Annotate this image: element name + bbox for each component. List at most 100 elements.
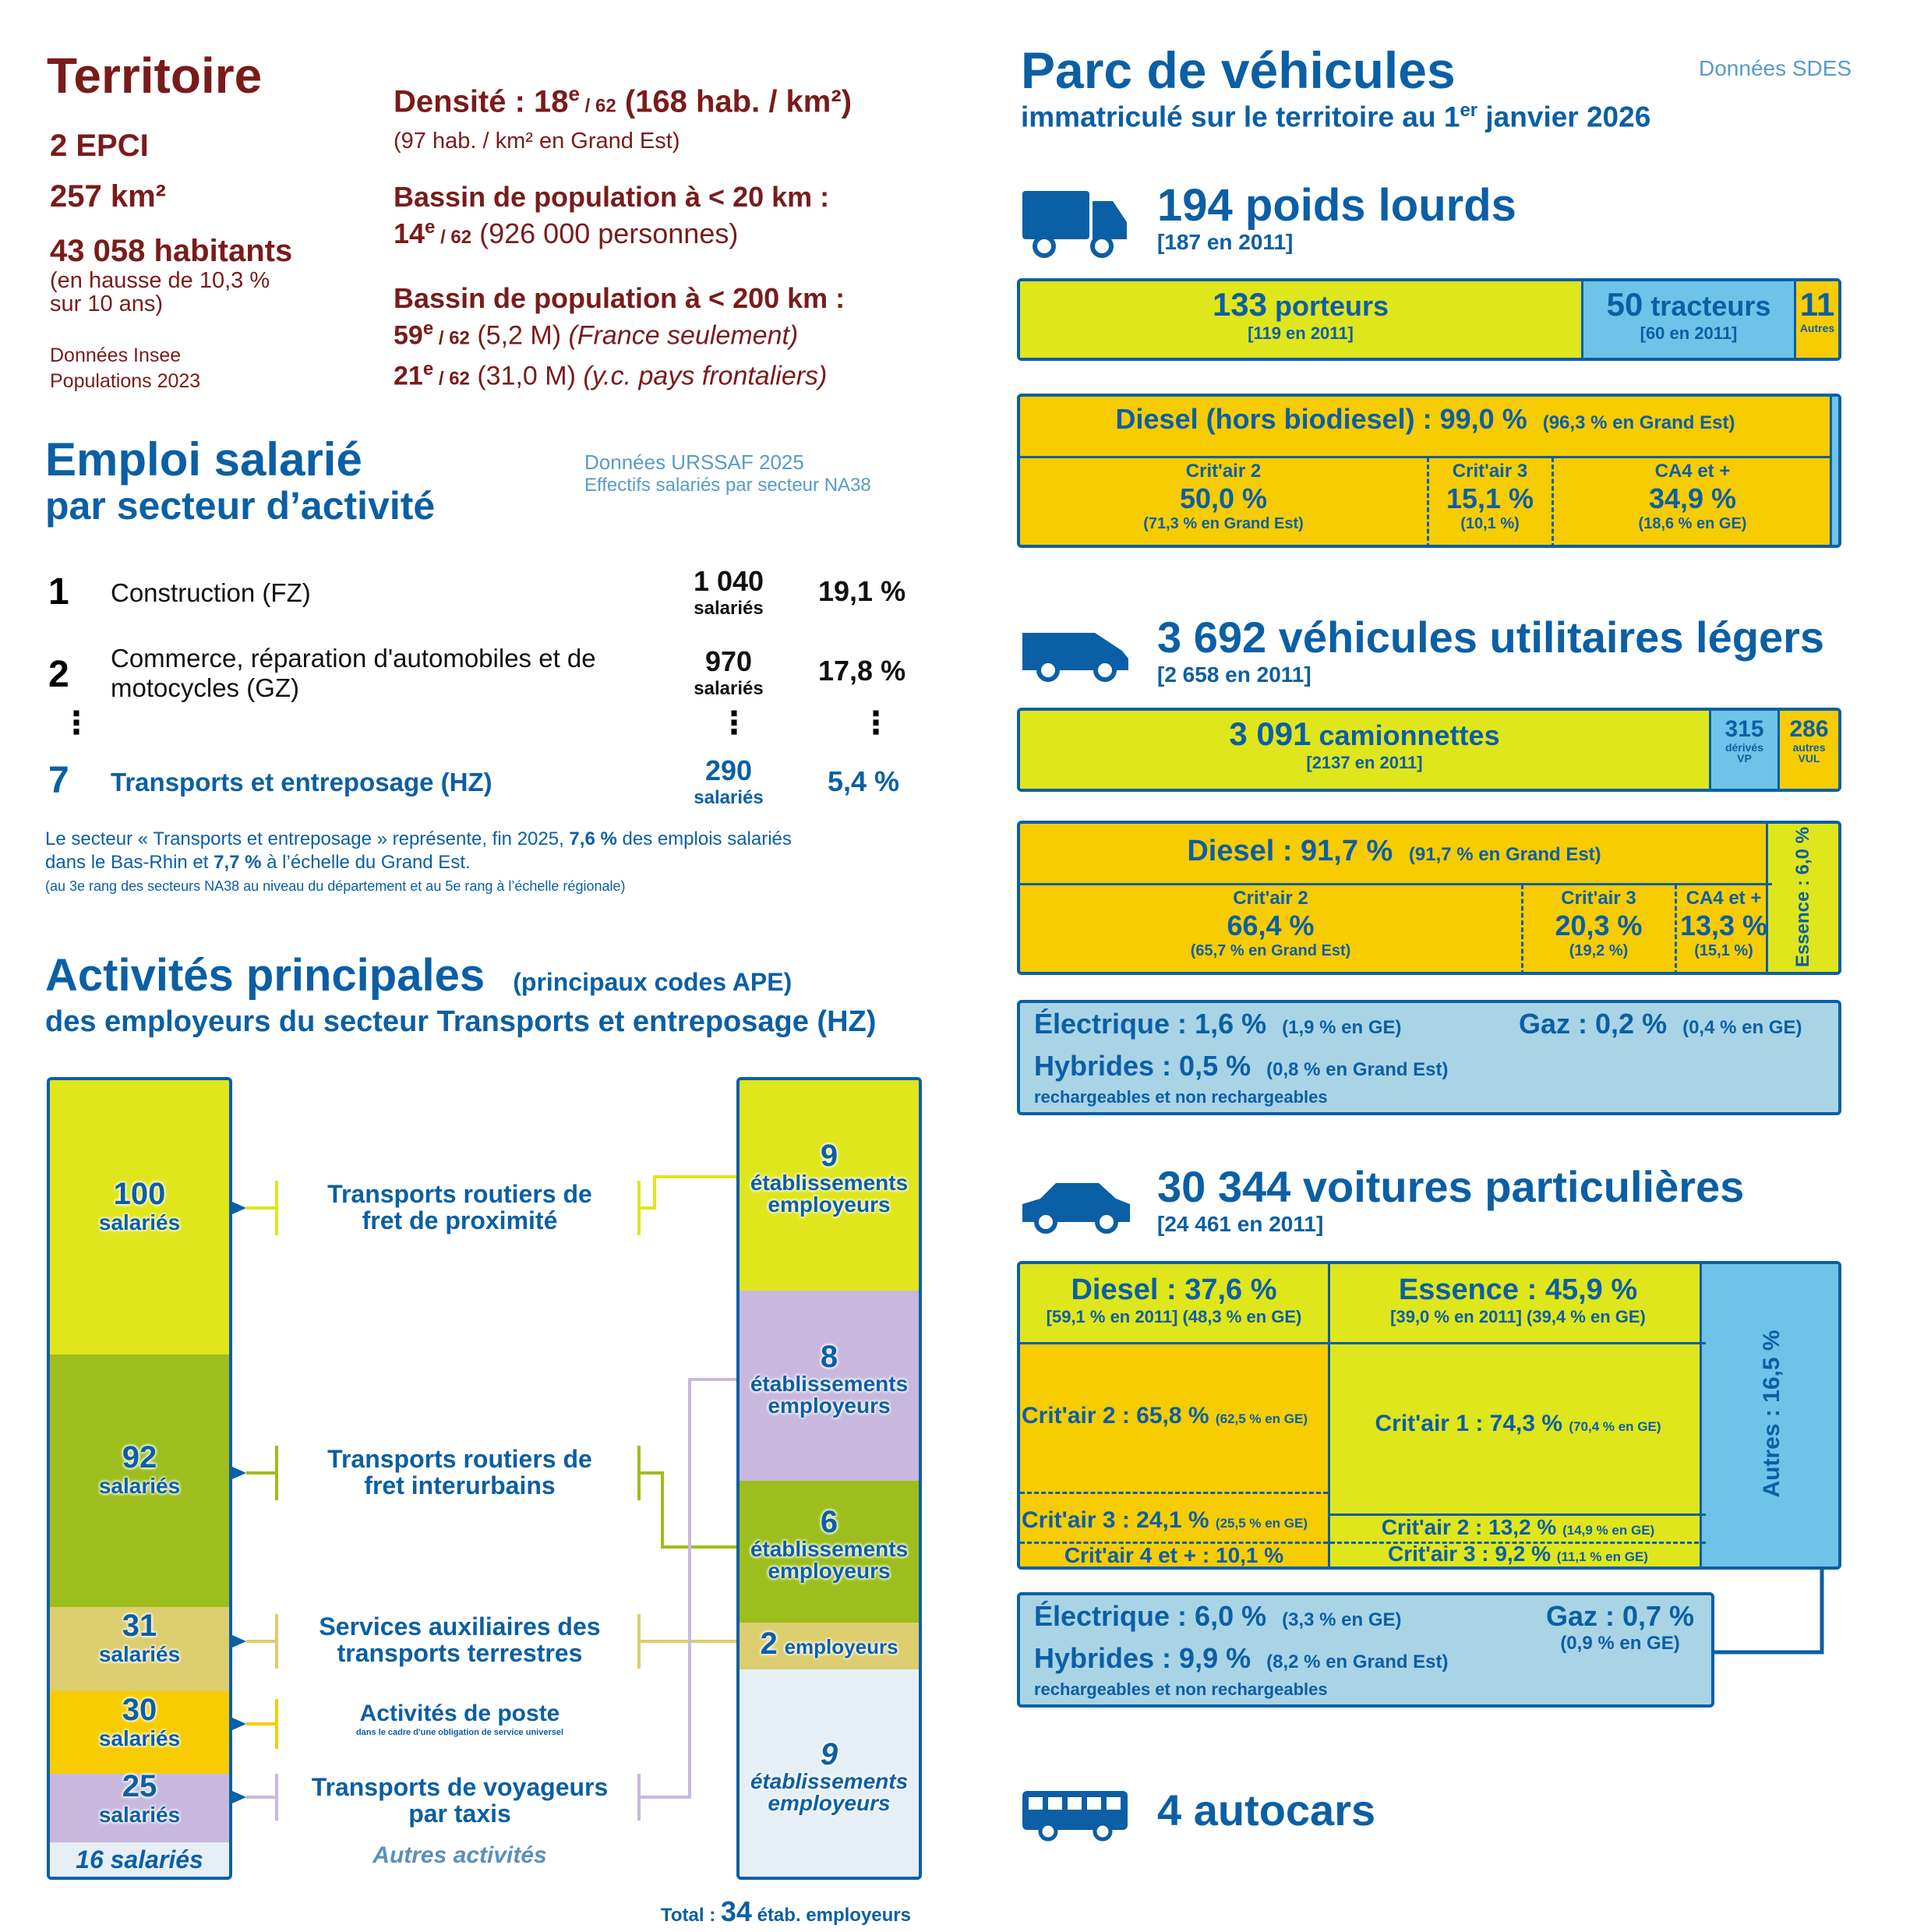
left-value-4-unit: salariés bbox=[98, 1726, 181, 1750]
right-value-5-num: 9 bbox=[820, 1737, 838, 1771]
row-2-count-unit: salariés bbox=[694, 678, 764, 699]
vp-e-c3-ge: (11,1 % en GE) bbox=[1556, 1549, 1648, 1564]
bassin200-sup2: e bbox=[422, 358, 434, 380]
right-value-5-unit: établissements bbox=[750, 1769, 909, 1793]
pl-ref: [187 en 2011] bbox=[1157, 230, 1294, 254]
vul-hyb: Hybrides : 0,5 % (0,8 % en Grand Est) bbox=[1034, 1050, 1449, 1083]
note-2a: dans le Bas-Rhin et bbox=[45, 852, 214, 873]
vp-diesel: Diesel : 37,6 % [59,1 % en 2011] (48,3 %… bbox=[1020, 1273, 1328, 1327]
emploi-source-2: Effectifs salariés par secteur NA38 bbox=[584, 475, 871, 496]
row-2-count: 970 salariés bbox=[670, 645, 787, 700]
parc-subtitle: immatriculé sur le territoire au 1er jan… bbox=[1021, 100, 1650, 133]
right-value-1-unit: établissements bbox=[750, 1171, 909, 1195]
pl-diesel-divider bbox=[1020, 456, 1832, 458]
left-column bbox=[47, 1077, 232, 1880]
vul-cam-label: camionnettes bbox=[1311, 719, 1500, 751]
vul-div-1 bbox=[1521, 885, 1523, 972]
right-value-2-num: 8 bbox=[820, 1340, 838, 1374]
vul-hyb-text: Hybrides : 0,5 % bbox=[1034, 1050, 1251, 1082]
pl-c2-label: Crit'air 2 bbox=[1185, 461, 1262, 482]
territoire-habitants: 43 058 habitants bbox=[50, 234, 293, 268]
row-7-count: 290 salariés bbox=[670, 754, 787, 809]
densite-sup: e bbox=[568, 82, 580, 105]
row-7-count-value: 290 bbox=[704, 754, 753, 786]
rank-1: 1 bbox=[48, 571, 69, 613]
vp-d-c2: Crit'air 2 : 65,8 % (62,5 % en GE) bbox=[1022, 1403, 1308, 1429]
vul-derives-l1: dérivés bbox=[1724, 741, 1764, 754]
vul-camionnettes: 3 091 camionnettes [2137 en 2011] bbox=[1020, 711, 1711, 789]
label-autres: Autres activités bbox=[372, 1842, 547, 1868]
pl-autres-label: Autres bbox=[1799, 322, 1835, 334]
vul-diesel-divider bbox=[1020, 883, 1772, 885]
bassin20-rank: 14 bbox=[394, 217, 425, 249]
right-seg-1 bbox=[740, 1080, 919, 1293]
vp-e-c3-text: Crit'air 3 : 9,2 % bbox=[1388, 1542, 1551, 1566]
bassin200-rank1: 59 bbox=[394, 320, 423, 351]
pl-porteurs: 133 porteurs [119 en 2011] bbox=[1020, 281, 1583, 358]
vp-e-c2-text: Crit'air 2 : 13,2 % bbox=[1381, 1515, 1557, 1539]
vul-autres: 286 autres VUL bbox=[1780, 711, 1838, 789]
pl-diesel-text: Diesel (hors biodiesel) : 99,0 % bbox=[1115, 403, 1527, 435]
pl-div-2 bbox=[1552, 457, 1554, 545]
vp-ref: [24 461 en 2011] bbox=[1157, 1212, 1324, 1236]
left-value-1: 100 salariés bbox=[47, 1177, 232, 1234]
left-value-4: 30 salariés bbox=[47, 1693, 232, 1750]
vp-e-c1-text: Crit'air 1 : 74,3 % bbox=[1375, 1411, 1563, 1436]
truck-icon bbox=[1022, 191, 1127, 258]
right-value-1: 9 établissements employeurs bbox=[736, 1139, 922, 1216]
vul-type-bar: 3 091 camionnettes [2137 en 2011] 315 dé… bbox=[1017, 708, 1841, 792]
label-3-l1: Services auxiliaires des bbox=[319, 1612, 601, 1641]
pl-diesel: Diesel (hors biodiesel) : 99,0 % (96,3 %… bbox=[1020, 403, 1830, 436]
vp-e-c1: Crit'air 1 : 74,3 % (70,4 % en GE) bbox=[1330, 1411, 1706, 1437]
right-value-5-unit2: employeurs bbox=[768, 1791, 891, 1815]
vul-elec-ge: (1,9 % en GE) bbox=[1282, 1017, 1402, 1038]
row-2-count-value: 970 bbox=[704, 645, 753, 677]
label-4-l2: dans le cadre d'une obligation de servic… bbox=[355, 1728, 564, 1737]
parc-subtitle-a: immatriculé sur le territoire au 1 bbox=[1021, 101, 1460, 133]
right-value-2-unit2: employeurs bbox=[768, 1393, 891, 1418]
source-line-1: Données Insee bbox=[50, 344, 182, 366]
right-value-4-num: 2 bbox=[760, 1626, 778, 1661]
vp-diesel-ref: [59,1 % en 2011] (48,3 % en GE) bbox=[1046, 1307, 1302, 1326]
emploi-title: Emploi salarié bbox=[45, 433, 362, 486]
vul-gaz: Gaz : 0,2 % (0,4 % en GE) bbox=[1519, 1008, 1802, 1040]
vul-autres-l1: autres bbox=[1792, 741, 1826, 754]
left-value-3: 31 salariés bbox=[47, 1609, 232, 1666]
bassin200-rank2: 21 bbox=[394, 361, 423, 391]
row-7-label: Transports et entreposage (HZ) bbox=[111, 768, 492, 796]
vul-cam-value: 3 091 bbox=[1229, 715, 1311, 752]
vp-essence-text: Essence : 45,9 % bbox=[1398, 1273, 1638, 1306]
pl-critair2: Crit'air 2 50,0 % (71,3 % en Grand Est) bbox=[1020, 461, 1427, 533]
vul-autres-l2: VUL bbox=[1798, 752, 1820, 765]
emploi-source-1: Données URSSAF 2025 bbox=[584, 450, 804, 474]
vp-elec-ge: (3,3 % en GE) bbox=[1282, 1609, 1402, 1630]
pl-ca4-value: 34,9 % bbox=[1648, 482, 1737, 514]
pl-autres-value: 11 bbox=[1799, 286, 1835, 323]
label-3-l2: transports terrestres bbox=[337, 1639, 583, 1667]
label-5-l2: par taxis bbox=[408, 1800, 511, 1828]
pl-porteurs-value: 133 bbox=[1212, 286, 1268, 323]
vul-elec-text: Électrique : 1,6 % bbox=[1034, 1008, 1267, 1040]
bus-icon bbox=[1022, 1791, 1128, 1842]
pl-energy-box: Diesel (hors biodiesel) : 99,0 % (96,3 %… bbox=[1017, 394, 1841, 548]
parc-subtitle-sup: er bbox=[1460, 100, 1478, 121]
vul-diesel-ge: (91,7 % en Grand Est) bbox=[1408, 844, 1601, 865]
right-value-3: 6 établissements employeurs bbox=[736, 1506, 922, 1582]
vul-c3-ge: (19,2 %) bbox=[1569, 942, 1629, 959]
parc-title: Parc de véhicules bbox=[1021, 41, 1456, 99]
autocars-title: 4 autocars bbox=[1157, 1785, 1376, 1835]
emploi-note: Le secteur « Transports et entreposage »… bbox=[45, 828, 792, 898]
vp-d-c2-text: Crit'air 2 : 65,8 % bbox=[1022, 1403, 1209, 1429]
bassin200-note1: (France seulement) bbox=[568, 320, 799, 351]
left-value-2-unit: salariés bbox=[98, 1474, 181, 1498]
vul-diesel: Diesel : 91,7 % (91,7 % en Grand Est) bbox=[1020, 835, 1768, 868]
vp-alt-box: Électrique : 6,0 % (3,3 % en GE) Gaz : 0… bbox=[1017, 1592, 1714, 1708]
left-value-3-unit: salariés bbox=[98, 1642, 181, 1666]
bassin200-value1: (5,2 M) bbox=[469, 320, 569, 351]
right-value-3-num: 6 bbox=[820, 1505, 838, 1539]
bassin200-line-1: 59e / 62 (5,2 M) (France seulement) bbox=[394, 318, 798, 351]
row-1-count-unit: salariés bbox=[694, 598, 764, 619]
pl-tracteurs-label: tracteurs bbox=[1643, 290, 1771, 322]
vul-hyb-note: rechargeables et non rechargeables bbox=[1034, 1087, 1328, 1107]
pl-div-1 bbox=[1427, 457, 1429, 545]
